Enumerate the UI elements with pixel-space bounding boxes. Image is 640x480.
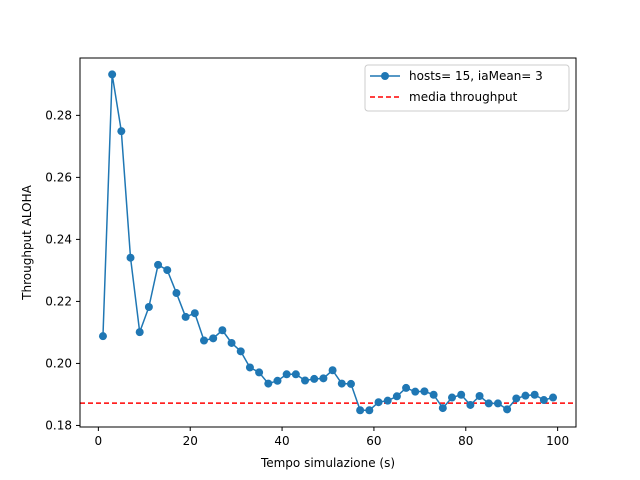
data-point: [503, 405, 512, 414]
data-point: [374, 398, 383, 407]
plot-frame: [79, 57, 577, 428]
y-tick-label: 0.24: [45, 232, 72, 246]
data-point: [98, 332, 107, 341]
data-point: [291, 370, 300, 379]
data-point: [429, 390, 438, 399]
data-point: [549, 393, 558, 402]
data-point: [337, 379, 346, 388]
data-point: [126, 253, 135, 262]
y-axis-label: Throughput ALOHA: [20, 184, 34, 300]
data-point: [328, 366, 337, 375]
legend-box: [364, 64, 570, 112]
data-point: [144, 302, 153, 311]
x-tick-label: 60: [366, 434, 381, 448]
data-point: [392, 392, 401, 401]
x-tick-label: 40: [274, 434, 289, 448]
x-tick-label: 0: [95, 434, 103, 448]
data-point: [402, 383, 411, 392]
data-point: [484, 399, 493, 408]
x-axis-label: Tempo simulazione (s): [260, 456, 395, 470]
data-point: [356, 406, 365, 415]
data-point: [245, 363, 254, 372]
y-tick-label: 0.26: [45, 170, 72, 184]
data-point: [172, 289, 181, 298]
y-tick-label: 0.20: [45, 356, 72, 370]
legend: hosts= 15, iaMean= 3 media throughput: [364, 64, 570, 112]
data-point: [218, 326, 227, 335]
data-point: [475, 391, 484, 400]
data-point: [282, 370, 291, 379]
legend-series-label: hosts= 15, iaMean= 3: [409, 69, 543, 83]
plot-area: [80, 58, 576, 427]
y-tick-label: 0.28: [45, 108, 72, 122]
y-tick-label: 0.18: [45, 418, 72, 432]
data-point: [255, 368, 264, 377]
data-point: [365, 406, 374, 415]
data-point: [227, 338, 236, 347]
data-point: [273, 376, 282, 385]
data-point: [383, 396, 392, 405]
x-tick-label: 80: [458, 434, 473, 448]
data-point: [539, 396, 548, 405]
data-point: [530, 390, 539, 399]
data-point: [448, 393, 456, 402]
data-point: [181, 312, 190, 321]
data-point: [209, 334, 218, 343]
x-tick-label: 20: [183, 434, 198, 448]
data-point: [319, 374, 328, 383]
data-point: [108, 70, 117, 79]
legend-mean-label: media throughput: [409, 90, 518, 104]
data-point: [457, 390, 466, 399]
data-point: [135, 328, 144, 337]
data-point: [420, 387, 429, 396]
data-point: [117, 127, 126, 136]
x-tick-label: 100: [546, 434, 569, 448]
data-point: [438, 404, 447, 413]
data-point: [163, 266, 172, 275]
data-point: [493, 399, 502, 408]
data-point: [154, 260, 163, 269]
legend-series-marker: [381, 72, 389, 80]
data-point: [200, 336, 208, 345]
data-point: [310, 374, 319, 383]
y-tick-label: 0.22: [45, 294, 72, 308]
data-point: [236, 347, 245, 356]
data-point: [411, 387, 420, 396]
data-point: [190, 309, 199, 318]
data-point: [264, 379, 273, 388]
data-point: [301, 376, 310, 385]
data-point: [521, 391, 530, 400]
data-point: [466, 400, 475, 409]
data-point: [512, 394, 521, 403]
data-point: [346, 379, 355, 388]
